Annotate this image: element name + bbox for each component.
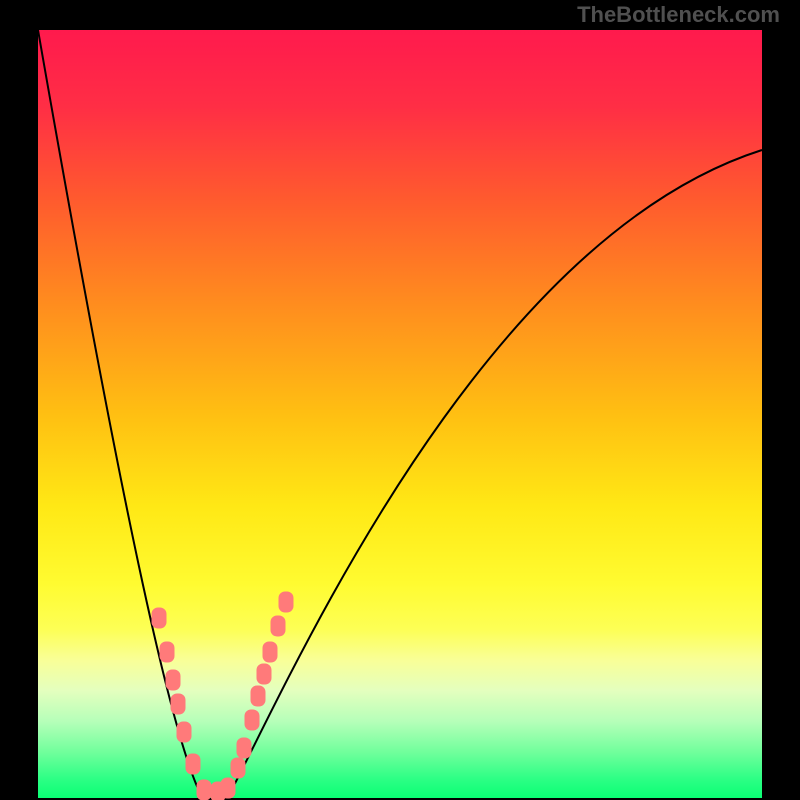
data-marker [257, 664, 271, 684]
data-marker [245, 710, 259, 730]
data-marker [160, 642, 174, 662]
plot-background [38, 30, 762, 798]
data-marker [177, 722, 191, 742]
data-marker [152, 608, 166, 628]
data-marker [171, 694, 185, 714]
data-marker [186, 754, 200, 774]
chart-svg: TheBottleneck.com [0, 0, 800, 800]
bottleneck-chart: TheBottleneck.com [0, 0, 800, 800]
watermark-text: TheBottleneck.com [577, 2, 780, 27]
data-marker [251, 686, 265, 706]
data-marker [231, 758, 245, 778]
data-marker [263, 642, 277, 662]
data-marker [221, 778, 235, 798]
data-marker [237, 738, 251, 758]
data-marker [271, 616, 285, 636]
data-marker [279, 592, 293, 612]
data-marker [197, 780, 211, 800]
data-marker [166, 670, 180, 690]
